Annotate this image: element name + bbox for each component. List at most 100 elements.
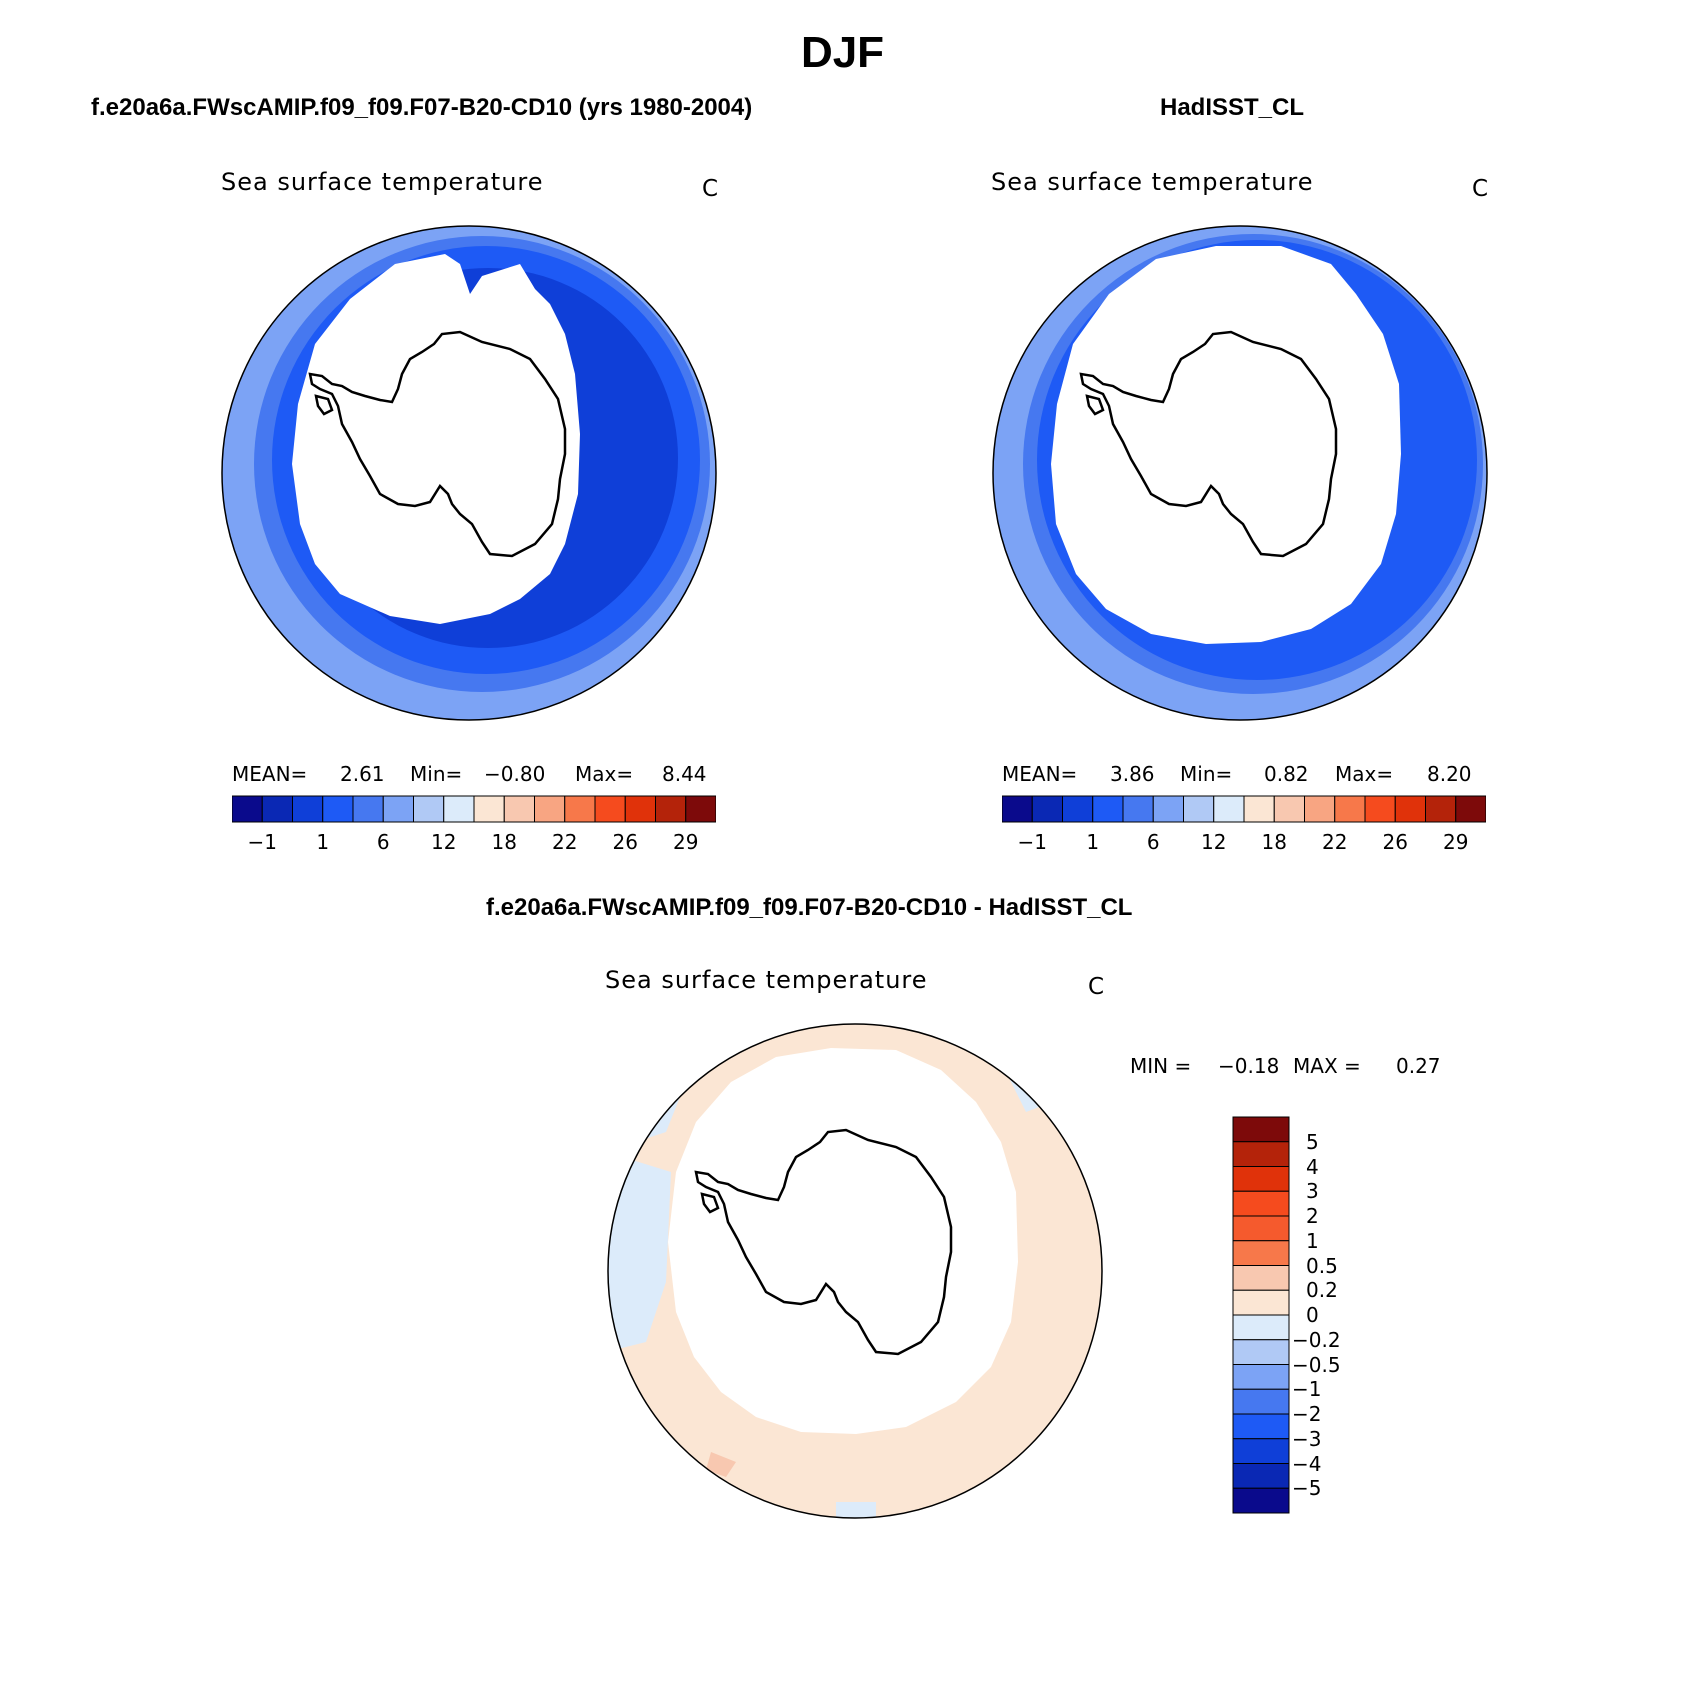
colorbar-tick-label: 29 <box>673 830 699 854</box>
panel1-title: f.e20a6a.FWscAMIP.f09_f09.F07-B20-CD10 (… <box>91 94 753 121</box>
colorbar-swatch <box>1232 1413 1290 1440</box>
panel2-colorbar-ticks: −1 1 6 12 18 22 26 29 <box>1002 830 1486 856</box>
colorbar-swatch <box>322 795 354 823</box>
panel2-title: HadISST_CL <box>1160 94 1305 121</box>
colorbar-swatch <box>261 795 293 823</box>
colorbar-tick-label: 0.2 <box>1306 1278 1338 1303</box>
panel2-variable: Sea surface temperature <box>991 168 1314 196</box>
colorbar-swatch <box>564 795 596 823</box>
panel2-units: C <box>1472 176 1489 202</box>
colorbar-swatch <box>1232 1190 1290 1217</box>
colorbar-swatch <box>352 795 384 823</box>
colorbar-swatch <box>1152 795 1184 823</box>
colorbar-tick-label: 18 <box>491 830 517 854</box>
panel1-colorbar <box>232 795 716 823</box>
colorbar-tick-label: 6 <box>1146 830 1160 854</box>
colorbar-swatch <box>1122 795 1154 823</box>
panel1-colorbar-ticks: −1 1 6 12 18 22 26 29 <box>232 830 716 856</box>
colorbar-tick-label: −3 <box>1292 1426 1322 1451</box>
panel2-min-value: 0.82 <box>1264 762 1309 786</box>
diff-max-label: MAX = <box>1293 1054 1361 1078</box>
colorbar-tick-label: −1 <box>247 830 277 854</box>
colorbar-swatch <box>685 795 716 823</box>
colorbar-swatch <box>1232 1388 1290 1415</box>
colorbar-tick-label: 5 <box>1306 1129 1319 1154</box>
panel1-variable: Sea surface temperature <box>221 168 544 196</box>
season-title: DJF <box>800 28 885 77</box>
colorbar-tick-label: 0 <box>1306 1303 1319 1327</box>
panel1-antarctica-coast <box>308 330 567 558</box>
panel1-sea-ice <box>292 254 580 624</box>
colorbar-swatch <box>1455 795 1486 823</box>
panel1-units: C <box>702 176 719 202</box>
panel2-colorbar <box>1002 795 1486 823</box>
colorbar-swatch <box>624 795 656 823</box>
colorbar-tick-label: −1 <box>1017 830 1047 854</box>
colorbar-tick-label: 29 <box>1443 830 1469 854</box>
colorbar-tick-label: 1 <box>1086 830 1100 854</box>
panel1-stats: MEAN= 2.61 Min= −0.80 Max= 8.44 <box>232 762 718 786</box>
colorbar-swatch <box>1232 1314 1290 1341</box>
colorbar-tick-label: 0.5 <box>1306 1253 1338 1278</box>
diff-min-value: −0.18 <box>1218 1054 1280 1078</box>
panel1-max-label: Max= <box>575 762 634 786</box>
diff-title: f.e20a6a.FWscAMIP.f09_f09.F07-B20-CD10 -… <box>486 894 1133 921</box>
panel2-mean-label: MEAN= <box>1002 762 1078 786</box>
colorbar-swatch <box>534 795 566 823</box>
colorbar-swatch <box>1232 1487 1290 1514</box>
colorbar-swatch <box>1232 1265 1290 1291</box>
panel1-mean-label: MEAN= <box>232 762 308 786</box>
panel2-mean-value: 3.86 <box>1110 762 1155 786</box>
panel2-max-value: 8.20 <box>1427 762 1472 786</box>
colorbar-tick-label: 12 <box>1201 830 1227 854</box>
panel2-stats: MEAN= 3.86 Min= 0.82 Max= 8.20 <box>1002 762 1488 786</box>
colorbar-swatch <box>1232 1215 1290 1242</box>
colorbar-swatch <box>382 795 414 823</box>
colorbar-swatch <box>1232 1289 1290 1316</box>
panel2-sea-ice <box>1051 246 1401 644</box>
colorbar-tick-label: 12 <box>431 830 457 854</box>
colorbar-swatch <box>1031 795 1063 823</box>
diff-max-value: 0.27 <box>1396 1054 1441 1078</box>
colorbar-tick-label: −4 <box>1292 1451 1322 1476</box>
colorbar-tick-label: −0.2 <box>1292 1327 1341 1352</box>
colorbar-tick-label: 26 <box>612 830 638 854</box>
colorbar-swatch <box>1232 1438 1290 1464</box>
colorbar-tick-label: 4 <box>1306 1154 1319 1179</box>
panel2-map <box>992 225 1488 721</box>
colorbar-swatch <box>1425 795 1457 823</box>
colorbar-swatch <box>1183 795 1215 823</box>
colorbar-swatch <box>1232 1240 1290 1266</box>
colorbar-tick-label: 18 <box>1261 830 1287 854</box>
diff-antarctica-coast <box>694 1128 953 1356</box>
colorbar-swatch <box>655 795 687 823</box>
diff-stats: MIN = −0.18 MAX = 0.27 <box>1130 1054 1450 1078</box>
colorbar-swatch <box>1334 795 1366 823</box>
colorbar-swatch <box>1092 795 1124 823</box>
diff-colorbar <box>1232 1116 1290 1514</box>
panel2-antarctica-coast <box>1079 330 1338 558</box>
colorbar-swatch <box>1232 1166 1290 1192</box>
colorbar-swatch <box>1243 795 1275 823</box>
colorbar-swatch <box>594 795 626 823</box>
colorbar-tick-label: −1 <box>1292 1377 1322 1402</box>
diff-units: C <box>1088 974 1105 1000</box>
colorbar-tick-label: 1 <box>316 830 330 854</box>
colorbar-tick-label: −0.5 <box>1292 1352 1341 1377</box>
colorbar-tick-label: −5 <box>1292 1476 1322 1501</box>
diff-map <box>607 1023 1103 1519</box>
colorbar-swatch <box>1304 795 1336 823</box>
panel1-max-value: 8.44 <box>662 762 707 786</box>
colorbar-swatch <box>232 795 263 823</box>
colorbar-swatch <box>443 795 475 823</box>
colorbar-swatch <box>473 795 505 823</box>
colorbar-tick-label: 22 <box>552 830 578 854</box>
colorbar-swatch <box>1062 795 1094 823</box>
panel1-min-value: −0.80 <box>484 762 546 786</box>
diff-variable: Sea surface temperature <box>605 966 928 994</box>
colorbar-swatch <box>1002 795 1033 823</box>
colorbar-swatch <box>1394 795 1426 823</box>
colorbar-tick-label: 2 <box>1306 1204 1319 1228</box>
colorbar-tick-label: −2 <box>1292 1402 1322 1426</box>
colorbar-tick-label: 3 <box>1306 1179 1319 1204</box>
